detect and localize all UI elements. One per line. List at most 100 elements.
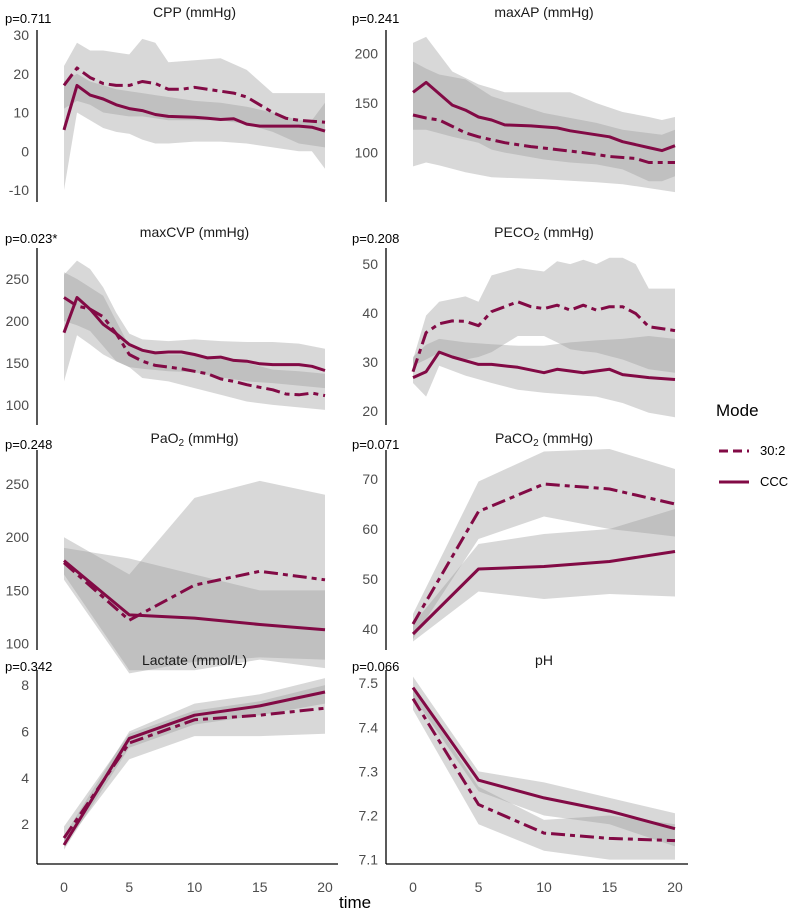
y-tick-label: 20: [362, 403, 378, 419]
series-line-30-2: [411, 697, 676, 843]
y-tick-label: 8: [21, 677, 29, 693]
x-tick-label: 0: [60, 879, 68, 895]
y-tick-label: 7.1: [359, 852, 379, 868]
title-text: CPP (mmHg): [153, 4, 236, 20]
y-tick-label: 6: [21, 723, 29, 739]
y-tick-label: 250: [6, 476, 30, 492]
y-tick-label: 30: [13, 27, 29, 43]
x-tick-label: 0: [409, 879, 417, 895]
title-subscript: 2: [534, 232, 540, 243]
x-tick-label: 20: [667, 879, 683, 895]
legend-label: CCC: [760, 474, 789, 489]
confidence-band-CCC: [413, 509, 675, 642]
confidence-band-CCC: [413, 336, 675, 418]
x-tick-label: 20: [317, 879, 333, 895]
y-tick-label: 10: [13, 105, 29, 121]
series-line-CCC: [411, 686, 676, 831]
y-tick-label: 50: [362, 256, 378, 272]
y-tick-label: 200: [6, 313, 30, 329]
y-tick-label: 40: [362, 305, 378, 321]
series-line-CCC: [62, 83, 326, 133]
y-tick-label: 100: [355, 145, 379, 161]
title-text: (mmHg): [539, 430, 593, 446]
confidence-band-CCC: [64, 260, 325, 389]
y-tick-label: 2: [21, 816, 29, 832]
x-axis-label: time: [339, 893, 372, 912]
series-line-CCC: [412, 350, 676, 381]
legend-item-ccc: CCC: [716, 472, 796, 492]
title-subscript: 2: [533, 438, 539, 449]
p-value-label: p=0.711: [5, 11, 51, 26]
y-tick-label: -10: [9, 182, 29, 198]
x-tick-label: 5: [475, 879, 483, 895]
y-tick-label: 7.2: [359, 808, 379, 824]
panel-paco2-mmhg-: 40 50 60 70 PaCO2 (mmHg) p=0.071: [352, 430, 676, 650]
confidence-band-CCC: [64, 73, 325, 190]
confidence-band-30-2: [64, 480, 325, 674]
x-tick-label: 15: [602, 879, 618, 895]
confidence-band-30-2: [413, 687, 675, 860]
x-tick-label: 10: [536, 879, 552, 895]
y-tick-label: 150: [355, 95, 379, 111]
title-text: PECO: [494, 224, 534, 240]
panel-lactate-mmol-l-: 2 4 6 8 0 5 10 15 20 Lactate (mmol/L) p=0.342: [5, 652, 338, 895]
confidence-band-30-2: [413, 257, 675, 373]
y-tick-label: 250: [6, 271, 30, 287]
panel-title: PaCO2 (mmHg): [495, 430, 593, 449]
panel-maxap-mmhg-: 100 150 200 maxAP (mmHg) p=0.241: [352, 4, 676, 202]
y-tick-label: 100: [6, 397, 30, 413]
title-text: Lactate (mmol/L): [142, 652, 247, 668]
p-value-label: p=0.248: [5, 437, 52, 452]
panel-title: Lactate (mmol/L): [142, 652, 247, 668]
panel-pao2-mmhg-: 100 150 200 250 PaO2 (mmHg) p=0.248: [5, 430, 326, 674]
x-tick-label: 5: [125, 879, 133, 895]
title-text: maxAP (mmHg): [494, 4, 593, 20]
solid-line-swatch-icon: [719, 480, 749, 484]
y-tick-label: 100: [6, 636, 30, 652]
panel-title: pH: [535, 652, 553, 668]
y-tick-label: 30: [362, 354, 378, 370]
confidence-band-30-2: [64, 38, 325, 148]
panel-title: PECO2 (mmHg): [494, 224, 594, 243]
title-text: PaO: [150, 430, 178, 446]
p-value-label: p=0.241: [352, 11, 399, 26]
p-value-label: p=0.071: [352, 437, 399, 452]
series-line-CCC: [412, 80, 676, 153]
series-line-30-2: [62, 66, 326, 124]
panel-title: CPP (mmHg): [153, 4, 236, 20]
title-subscript: 2: [179, 438, 185, 449]
y-tick-label: 150: [6, 582, 30, 598]
y-tick-label: 200: [355, 46, 379, 62]
legend-label: 30:2: [760, 443, 786, 458]
confidence-band-CCC: [413, 36, 675, 182]
confidence-band-30-2: [413, 449, 675, 639]
legend-item-30-2: 30:2: [716, 441, 796, 461]
x-tick-label: 10: [187, 879, 203, 895]
y-tick-label: 50: [362, 571, 378, 587]
dashed-line-swatch-icon: [719, 449, 749, 453]
confidence-band-30-2: [64, 272, 325, 410]
title-text: PaCO: [495, 430, 533, 446]
title-text: maxCVP (mmHg): [140, 224, 249, 240]
title-text: (mmHg): [184, 430, 238, 446]
y-tick-label: 7.3: [359, 763, 379, 779]
title-text: pH: [535, 652, 553, 668]
series-line-CCC: [63, 559, 326, 632]
series-line-CCC: [62, 296, 326, 372]
y-tick-label: 40: [362, 621, 378, 637]
series-line-30-2: [412, 113, 675, 164]
legend-title: Mode: [716, 401, 759, 420]
y-tick-label: 0: [21, 143, 29, 159]
panel-ph: 7.1 7.2 7.3 7.4 7.5 0 5 10 15 20 pH p=0.066: [352, 652, 688, 895]
series-line-30-2: [411, 300, 676, 373]
panel-title: PaO2 (mmHg): [150, 430, 238, 449]
series-line-30-2: [63, 296, 326, 398]
y-tick-label: 150: [6, 355, 30, 371]
y-tick-label: 200: [6, 529, 30, 545]
panel-cpp-mmhg-: -10 0 10 20 30 CPP (mmHg) p=0.711: [5, 4, 326, 202]
y-tick-label: 4: [21, 770, 29, 786]
legend: Mode 30:2 CCC: [716, 401, 796, 489]
confidence-band-CCC: [413, 676, 675, 847]
